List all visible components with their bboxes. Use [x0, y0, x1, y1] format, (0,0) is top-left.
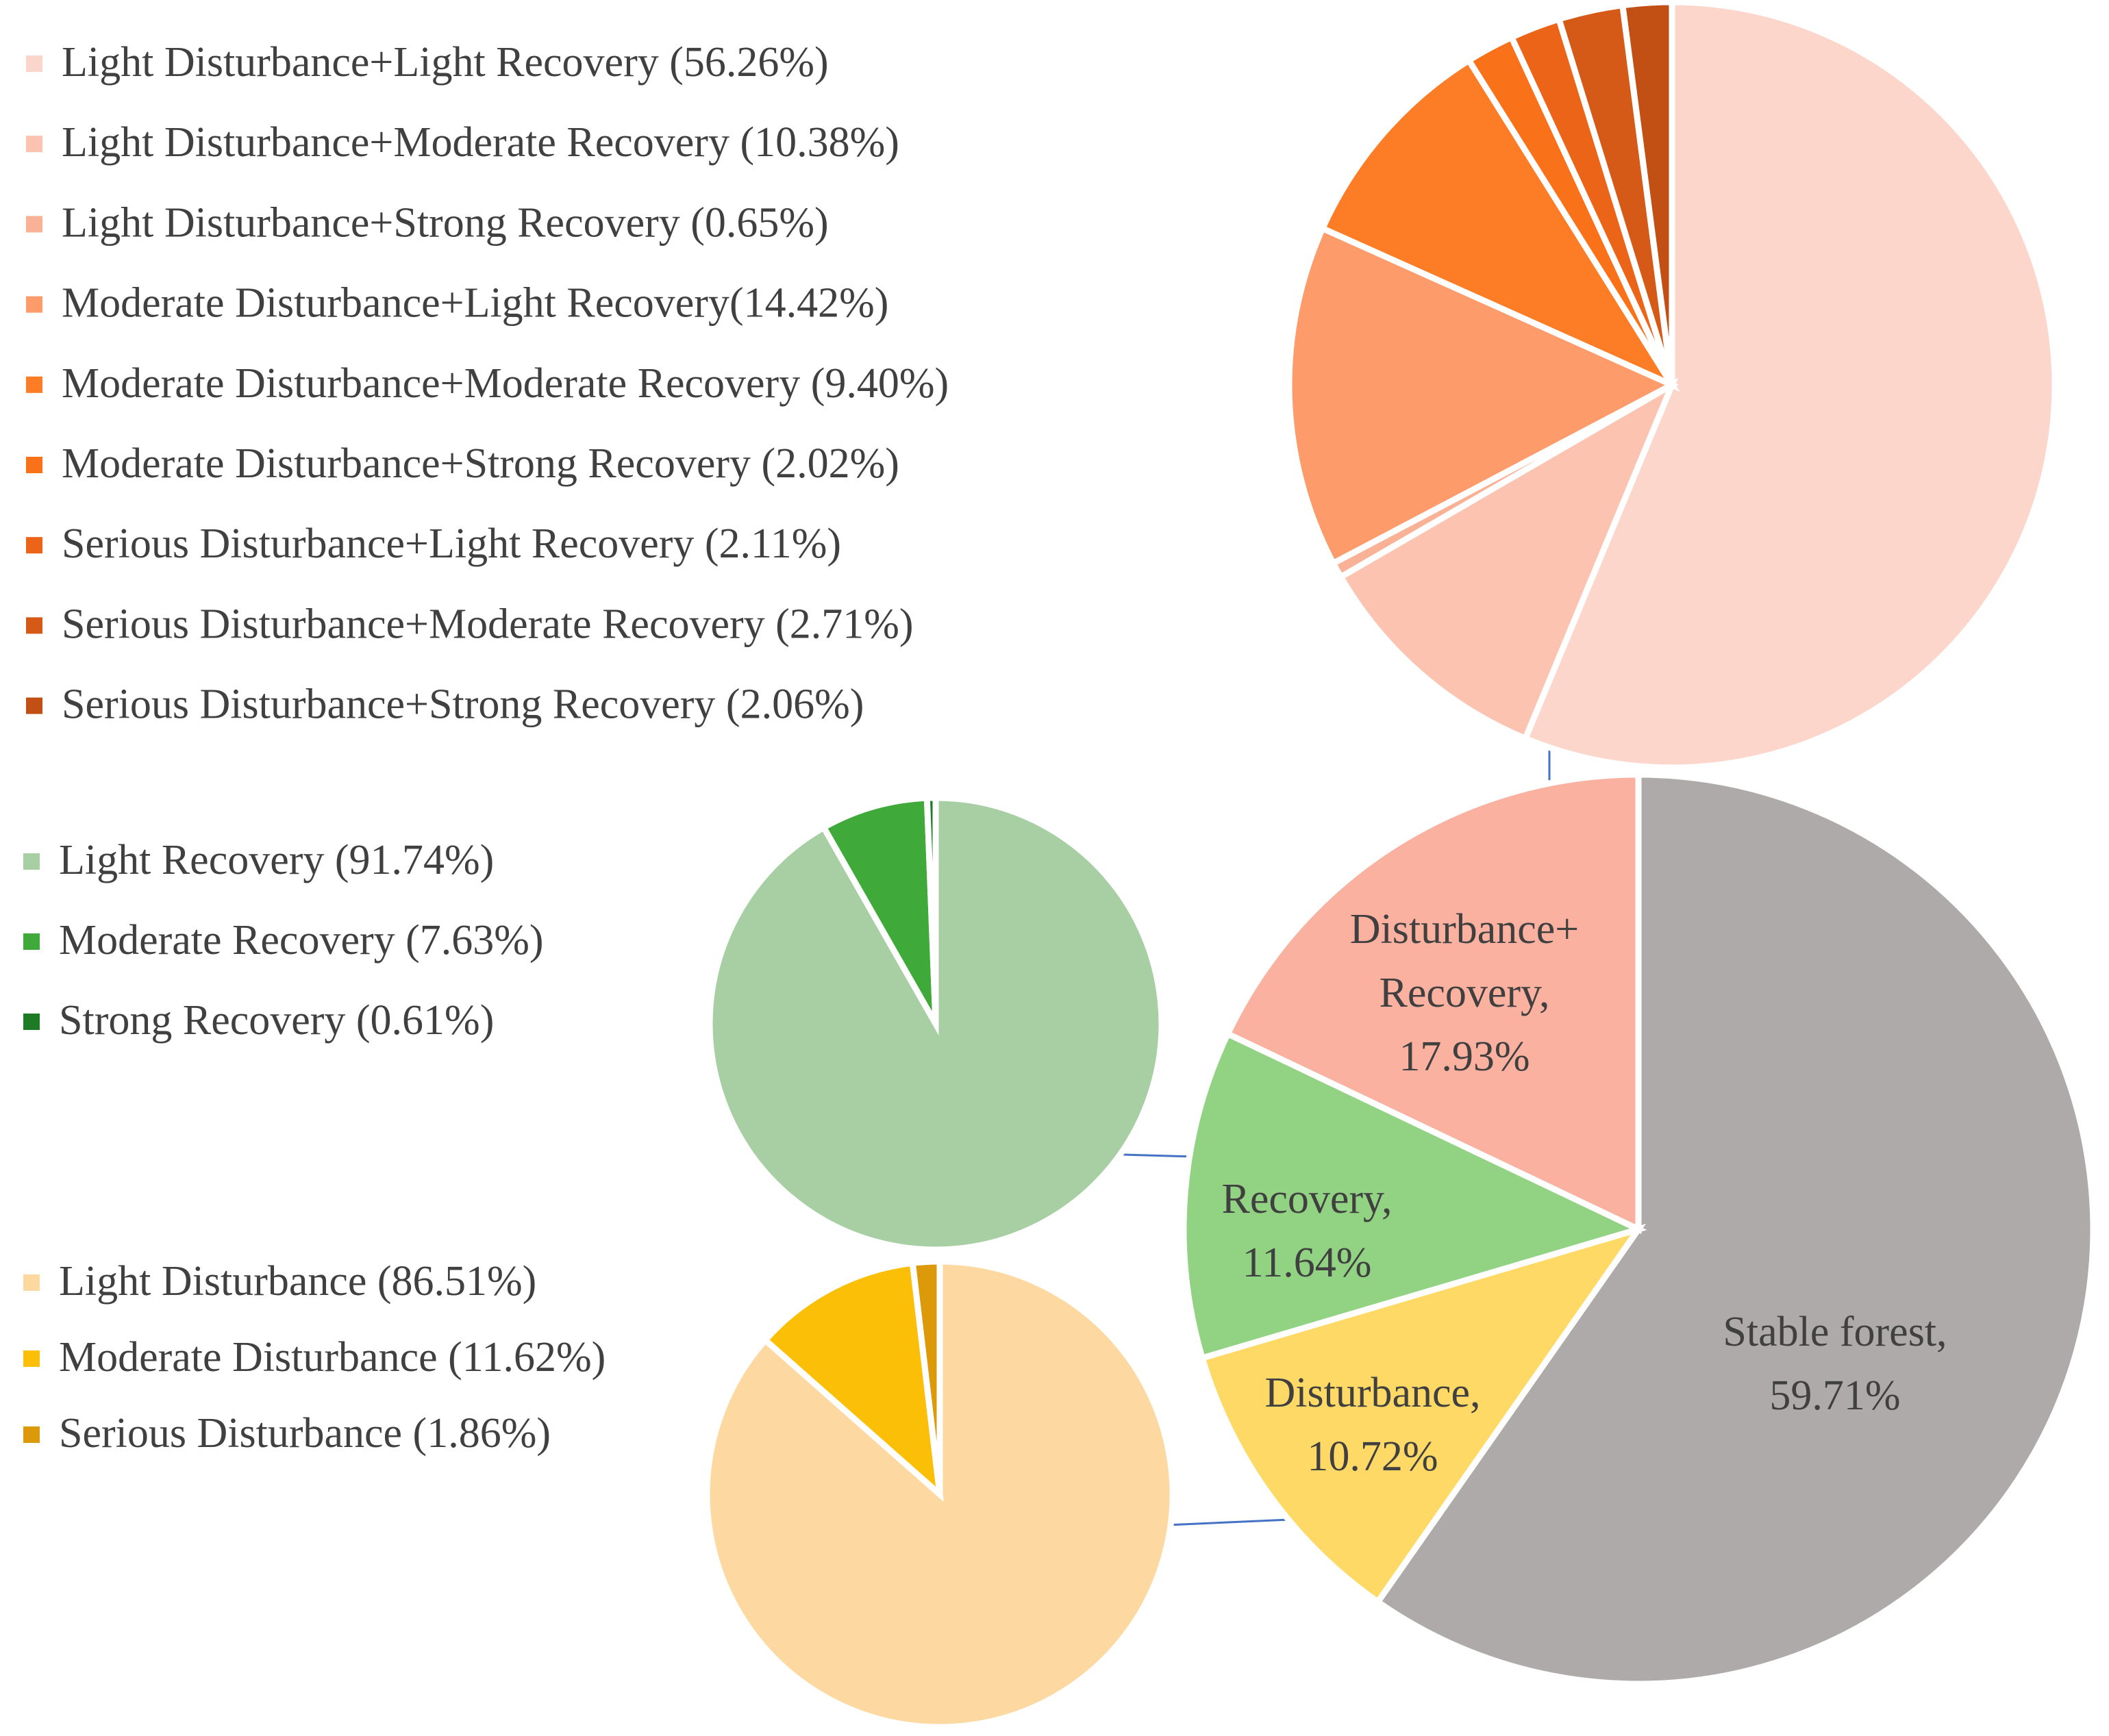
data-labels: Stable forest, 59.71% Disturbance, 10.72% Re… — [1221, 906, 1947, 1480]
combined-legend-item: Moderate Disturbance+Strong Recovery (2.… — [26, 440, 899, 487]
combined-legend-swatch — [26, 216, 42, 233]
data-label-line: 17.93% — [1399, 1033, 1530, 1080]
disturbance-breakdown-slice-moderate-disturbance — [760, 1259, 944, 1502]
recovery-breakdown-slice-moderate-recovery — [819, 794, 939, 1026]
combined-legend-item: Moderate Disturbance+Light Recovery(14.4… — [26, 280, 888, 327]
data-label-recovery: Recovery, 11.64% — [1221, 1176, 1392, 1286]
combined-legend-label: Light Disturbance+Strong Recovery (0.65%… — [62, 199, 829, 246]
recovery-breakdown-slice-strong-recovery — [923, 794, 939, 1024]
combined-breakdown-slice-light-disturbance-moderate-recovery — [1336, 377, 1679, 743]
data-label-line: Disturbance, — [1264, 1370, 1480, 1416]
disturbance-legend-swatch — [23, 1350, 40, 1367]
combined-legend-swatch — [26, 296, 42, 313]
data-label-line: 11.64% — [1243, 1240, 1372, 1286]
combined-legend-swatch — [26, 697, 42, 714]
recovery-legend-swatch — [23, 933, 40, 950]
combined-legend-item: Light Disturbance+Strong Recovery (0.65%… — [26, 199, 829, 246]
disturbance-legend-item: Light Disturbance (86.51%) — [23, 1258, 536, 1305]
combined-legend-swatch — [26, 136, 42, 153]
combined-legend-item: Serious Disturbance+Moderate Recovery (2… — [26, 601, 914, 647]
combined-legend-label: Moderate Disturbance+Moderate Recovery (… — [62, 360, 949, 407]
combined-legend-label: Moderate Disturbance+Light Recovery(14.4… — [62, 280, 888, 327]
recovery-legend-swatch — [23, 853, 40, 870]
combined-breakdown-slice-serious-disturbance-strong-recovery — [1619, 0, 1675, 386]
data-label-stable-forest: Stable forest, 59.71% — [1723, 1309, 1947, 1419]
combined-legend-item: Serious Disturbance+Strong Recovery (2.0… — [26, 681, 864, 728]
data-label-line: Disturbance+ — [1350, 906, 1580, 953]
main-slice-disturbance — [1198, 1224, 1647, 1607]
recovery-legend-swatch — [23, 1014, 40, 1030]
combined-legend-label: Moderate Disturbance+Strong Recovery (2.… — [62, 440, 899, 487]
disturbance-legend-swatch — [23, 1426, 40, 1443]
combined-legend-label: Light Disturbance+Light Recovery (56.26%… — [62, 39, 829, 86]
main-slice-stable-forest — [1373, 771, 2097, 1687]
combined-legend-swatch — [26, 617, 42, 634]
combined-legend-item: Moderate Disturbance+Moderate Recovery (… — [26, 360, 949, 407]
recovery-legend-label: Moderate Recovery (7.63%) — [59, 917, 544, 964]
data-label-line: Recovery, — [1221, 1176, 1392, 1222]
disturbance-legend-label: Moderate Disturbance (11.62%) — [59, 1334, 606, 1381]
data-label-disturbance: Disturbance, 10.72% — [1264, 1370, 1480, 1480]
disturbance-legend-item: Serious Disturbance (1.86%) — [23, 1410, 551, 1457]
data-label-disturbance-recovery: Disturbance+ Recovery, 17.93% — [1350, 906, 1580, 1080]
combined-legend-item: Light Disturbance+Moderate Recovery (10.… — [26, 119, 899, 166]
pie-slices — [703, 0, 2097, 1731]
recovery-legend-label: Light Recovery (91.74%) — [59, 837, 494, 883]
data-label-line: Stable forest, — [1723, 1309, 1947, 1355]
disturbance-legend-label: Light Disturbance (86.51%) — [59, 1258, 536, 1305]
combined-breakdown-slice-light-disturbance-light-recovery — [1521, 0, 2058, 771]
recovery-legend-item: Moderate Recovery (7.63%) — [23, 917, 544, 964]
legends: Light Disturbance+Light Recovery (56.26%… — [23, 39, 949, 1457]
main-slice-disturbance-recovery — [1223, 771, 1642, 1235]
combined-legend-swatch — [26, 537, 42, 554]
disturbance-legend-item: Moderate Disturbance (11.62%) — [23, 1334, 606, 1381]
data-label-line: 10.72% — [1307, 1433, 1438, 1480]
recovery-legend-label: Strong Recovery (0.61%) — [59, 997, 494, 1044]
data-label-line: 59.71% — [1769, 1372, 1900, 1419]
combined-legend-label: Serious Disturbance+Light Recovery (2.11… — [62, 520, 841, 567]
data-label-line: Recovery, — [1379, 970, 1549, 1016]
combined-legend-label: Serious Disturbance+Moderate Recovery (2… — [62, 601, 914, 647]
main-slice-recovery — [1180, 1029, 1647, 1362]
combined-breakdown-slice-moderate-disturbance-light-recovery — [1286, 224, 1680, 568]
disturbance-breakdown-slice-serious-disturbance — [909, 1258, 943, 1495]
connector-disturbance-to-bottom-pie — [1166, 1518, 1306, 1526]
combined-legend-label: Serious Disturbance+Strong Recovery (2.0… — [62, 681, 864, 728]
recovery-legend-item: Light Recovery (91.74%) — [23, 837, 494, 883]
disturbance-legend-label: Serious Disturbance (1.86%) — [59, 1410, 551, 1457]
combined-legend-swatch — [26, 55, 42, 72]
combined-legend-swatch — [26, 376, 42, 393]
recovery-breakdown-slice-light-recovery — [706, 794, 1165, 1253]
combined-legend-item: Light Disturbance+Light Recovery (56.26%… — [26, 39, 829, 86]
combined-legend-label: Light Disturbance+Moderate Recovery (10.… — [62, 119, 899, 166]
combined-legend-swatch — [26, 457, 42, 473]
recovery-legend-item: Strong Recovery (0.61%) — [23, 997, 494, 1044]
disturbance-legend-swatch — [23, 1274, 40, 1291]
combined-legend-item: Serious Disturbance+Light Recovery (2.11… — [26, 520, 841, 567]
combined-breakdown-slice-moderate-disturbance-moderate-recovery — [1318, 55, 1680, 392]
